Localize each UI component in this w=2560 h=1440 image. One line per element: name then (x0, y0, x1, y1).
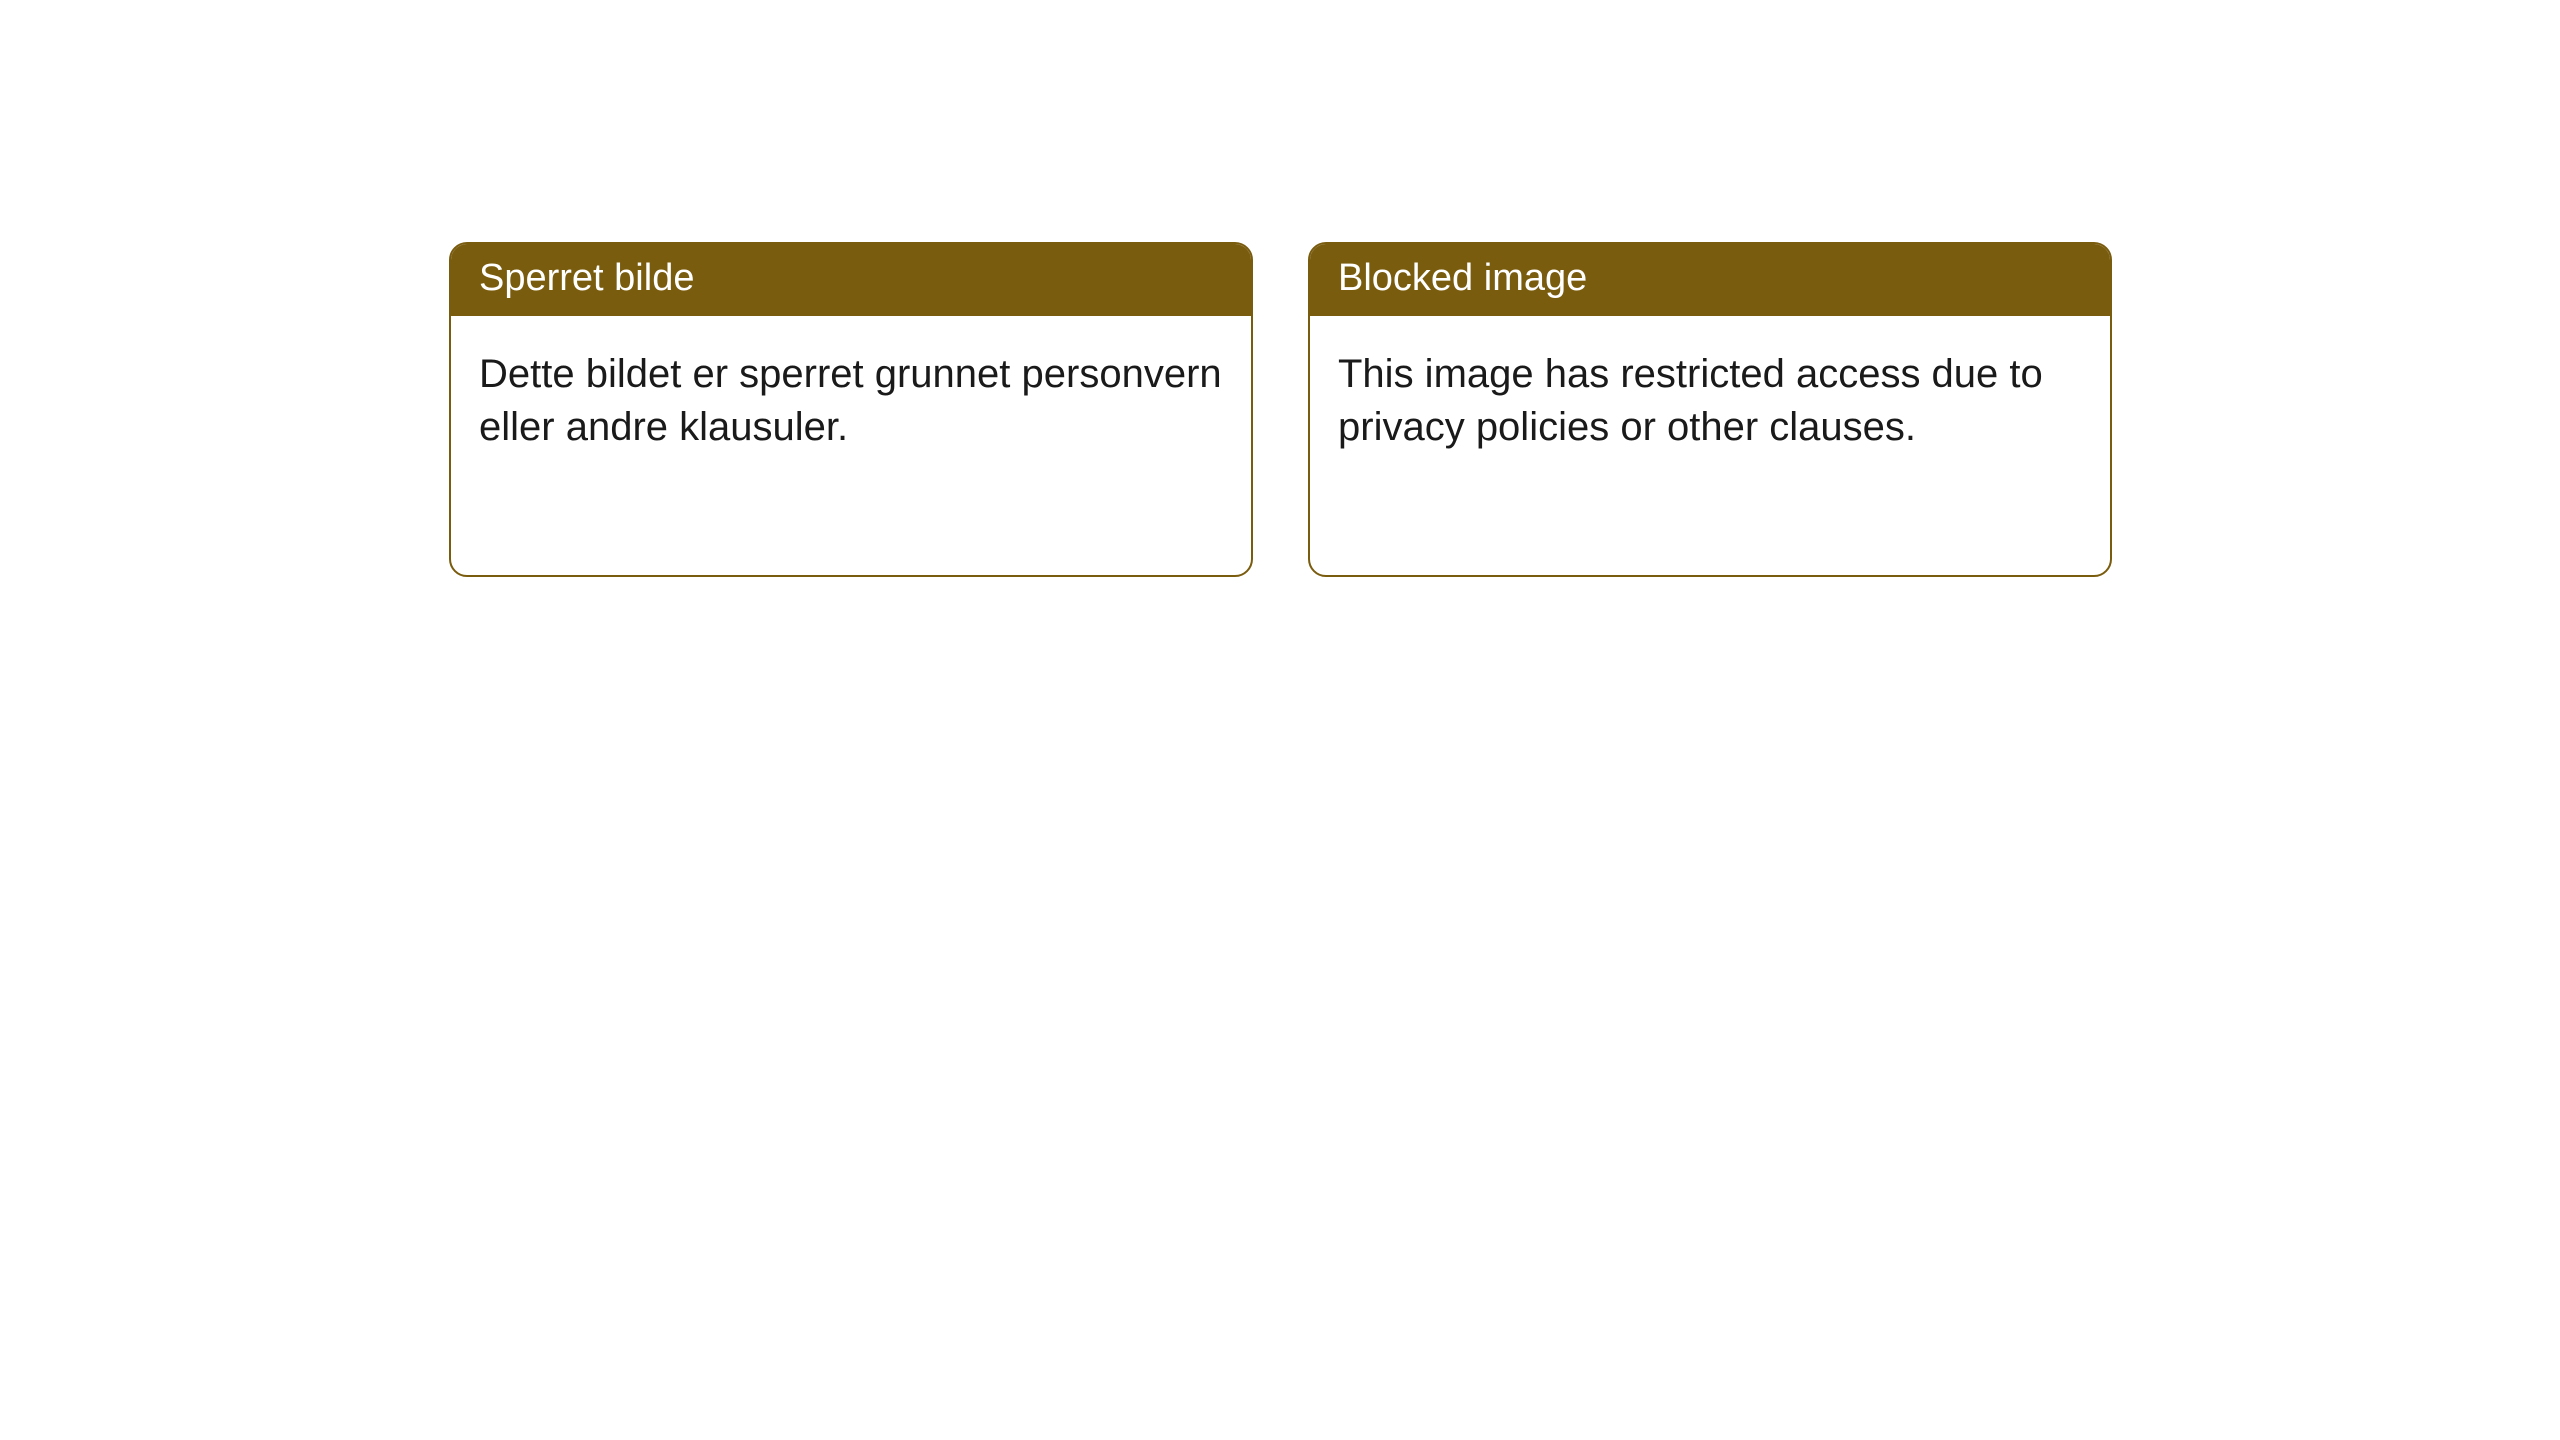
notice-header-english: Blocked image (1310, 244, 2110, 316)
notice-container: Sperret bilde Dette bildet er sperret gr… (449, 242, 2112, 577)
notice-body-english: This image has restricted access due to … (1310, 316, 2110, 482)
notice-card-english: Blocked image This image has restricted … (1308, 242, 2112, 577)
notice-body-norwegian: Dette bildet er sperret grunnet personve… (451, 316, 1251, 482)
notice-card-norwegian: Sperret bilde Dette bildet er sperret gr… (449, 242, 1253, 577)
notice-header-norwegian: Sperret bilde (451, 244, 1251, 316)
